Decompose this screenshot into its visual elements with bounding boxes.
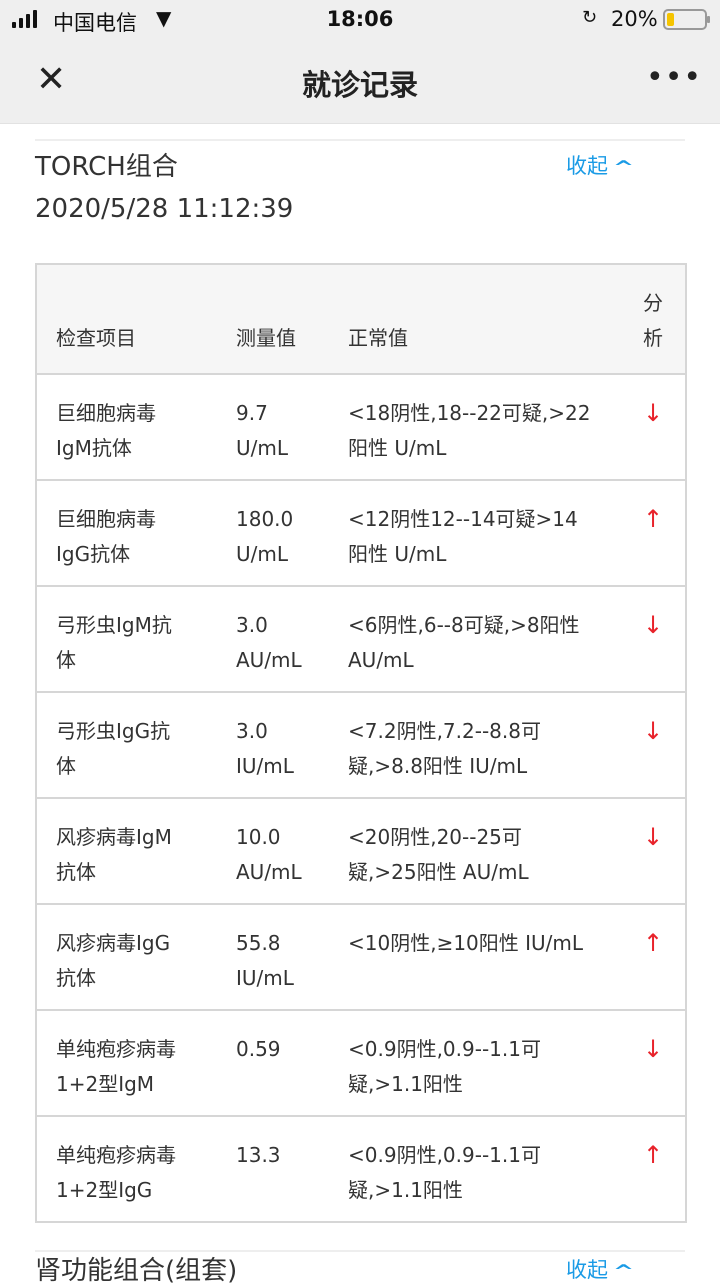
arrow-down-icon: ↓ — [627, 1009, 687, 1117]
wifi-icon: ▼ — [156, 6, 172, 30]
cell-item: 弓形虫IgM抗体 — [35, 585, 217, 693]
results-table: 检查项目 测量值 正常值 分析 巨细胞病毒 IgM抗体 9.7 U/mL <18阴性,1… — [35, 263, 687, 1223]
cell-normal: <0.9阴性,0.9--1.1可 疑,>1.1阳性 — [329, 1115, 627, 1223]
arrow-down-icon: ↓ — [627, 585, 687, 693]
cell-normal: <18阴性,18--22可疑,>22 阳性 U/mL — [329, 373, 627, 481]
header-value: 测量值 — [217, 263, 329, 375]
cell-normal: <10阴性,≥10阳性 IU/mL — [329, 903, 627, 1011]
status-bar: 中国电信 ▼ 18:06 ↻ 20% — [0, 0, 720, 40]
battery-icon — [663, 9, 710, 30]
section-datetime: 2020/5/28 11:12:39 — [35, 194, 294, 224]
page-title: 就诊记录 — [301, 68, 418, 102]
table-header: 检查项目 测量值 正常值 分析 — [35, 263, 687, 375]
cell-item: 巨细胞病毒 IgM抗体 — [35, 373, 217, 481]
cell-item: 单纯疱疹病毒 1+2型IgG — [35, 1115, 217, 1223]
next-collapse-button[interactable]: 收起 ^ — [566, 1254, 635, 1284]
collapse-button[interactable]: 收起 ^ — [566, 150, 635, 180]
battery-percent: 20% — [611, 7, 658, 31]
collapse-label: 收起 — [566, 154, 608, 178]
cell-value: 3.0 AU/mL — [217, 585, 329, 693]
cell-item: 单纯疱疹病毒 1+2型IgM — [35, 1009, 217, 1117]
cell-normal: <7.2阴性,7.2--8.8可 疑,>8.8阳性 IU/mL — [329, 691, 627, 799]
divider — [35, 139, 685, 141]
close-icon[interactable]: ✕ — [36, 59, 67, 100]
cell-value: 9.7 U/mL — [217, 373, 329, 481]
cell-normal: <0.9阴性,0.9--1.1可 疑,>1.1阳性 — [329, 1009, 627, 1117]
arrow-down-icon: ↓ — [627, 797, 687, 905]
next-section-title: 肾功能组合(组套) — [35, 1256, 238, 1286]
table-row: 巨细胞病毒 IgG抗体 180.0 U/mL <12阴性12--14可疑>14 阳性 U/… — [35, 479, 687, 587]
cell-value: 55.8 IU/mL — [217, 903, 329, 1011]
cell-value: 3.0 IU/mL — [217, 691, 329, 799]
arrow-up-icon: ↑ — [627, 1115, 687, 1223]
cell-normal: <6阴性,6--8可疑,>8阳性 AU/mL — [329, 585, 627, 693]
arrow-up-icon: ↑ — [627, 903, 687, 1011]
rotation-lock-icon: ↻ — [582, 7, 598, 28]
collapse-label: 收起 — [566, 1258, 608, 1282]
table-row: 单纯疱疹病毒 1+2型IgG 13.3 <0.9阴性,0.9--1.1可 疑,>1.1阳… — [35, 1115, 687, 1223]
cell-value: 180.0 U/mL — [217, 479, 329, 587]
arrow-up-icon: ↑ — [627, 479, 687, 587]
cell-value: 13.3 — [217, 1115, 329, 1223]
table-row: 弓形虫IgM抗体 3.0 AU/mL <6阴性,6--8可疑,>8阳性 AU/mL ↓ — [35, 585, 687, 693]
clock: 18:06 — [326, 7, 394, 31]
table-row: 风疹病毒IgG 抗体 55.8 IU/mL <10阴性,≥10阳性 IU/mL ↑ — [35, 903, 687, 1011]
arrow-down-icon: ↓ — [627, 373, 687, 481]
divider — [35, 1250, 685, 1252]
header-analysis: 分析 — [627, 263, 687, 375]
header-item: 检查项目 — [35, 263, 217, 375]
cell-item: 风疹病毒IgM 抗体 — [35, 797, 217, 905]
table-row: 巨细胞病毒 IgM抗体 9.7 U/mL <18阴性,18--22可疑,>22 阳性 U/… — [35, 373, 687, 481]
section-title: TORCH组合 — [35, 152, 178, 182]
cell-item: 弓形虫IgG抗体 — [35, 691, 217, 799]
cell-normal: <12阴性12--14可疑>14 阳性 U/mL — [329, 479, 627, 587]
chevron-up-icon: ^ — [612, 1261, 635, 1282]
cell-normal: <20阴性,20--25可 疑,>25阳性 AU/mL — [329, 797, 627, 905]
carrier: 中国电信 — [53, 11, 137, 35]
header-normal: 正常值 — [329, 263, 627, 375]
cell-item: 风疹病毒IgG 抗体 — [35, 903, 217, 1011]
cell-value: 0.59 — [217, 1009, 329, 1117]
chevron-up-icon: ^ — [612, 157, 635, 178]
table-row: 风疹病毒IgM 抗体 10.0 AU/mL <20阴性,20--25可 疑,>25阳性 A… — [35, 797, 687, 905]
nav-bar: ✕ 就诊记录 ••• — [0, 40, 720, 124]
table-row: 弓形虫IgG抗体 3.0 IU/mL <7.2阴性,7.2--8.8可 疑,>8.8阳性… — [35, 691, 687, 799]
signal-icon — [12, 10, 37, 28]
table-row: 单纯疱疹病毒 1+2型IgM 0.59 <0.9阴性,0.9--1.1可 疑,>1.1阳… — [35, 1009, 687, 1117]
arrow-down-icon: ↓ — [627, 691, 687, 799]
cell-item: 巨细胞病毒 IgG抗体 — [35, 479, 217, 587]
more-icon[interactable]: ••• — [646, 60, 703, 95]
cell-value: 10.0 AU/mL — [217, 797, 329, 905]
